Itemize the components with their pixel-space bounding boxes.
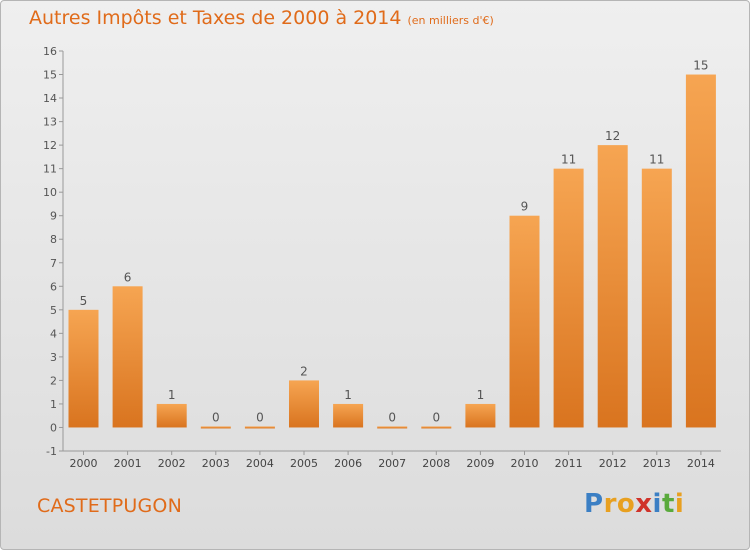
bar	[597, 145, 628, 428]
bar	[156, 403, 187, 428]
x-tick-label: 2012	[599, 457, 627, 470]
bar-value-label: 11	[649, 153, 664, 167]
logo-letter: r	[603, 489, 617, 519]
x-tick-label: 2011	[555, 457, 583, 470]
chart-title-text: Autres Impôts et Taxes de 2000 à 2014	[29, 7, 402, 29]
y-tick-label: 10	[43, 186, 57, 199]
bar-value-label: 15	[693, 59, 708, 73]
x-tick-label: 2013	[643, 457, 671, 470]
bar	[421, 426, 452, 429]
x-tick-label: 2005	[290, 457, 318, 470]
logo-letter: i	[652, 489, 662, 519]
bar	[465, 403, 496, 428]
logo-letter: o	[616, 489, 636, 519]
bar-value-label: 1	[477, 388, 485, 402]
chart-subtitle: (en milliers d'€)	[407, 14, 494, 27]
bar	[68, 309, 99, 428]
y-tick-label: 3	[50, 351, 57, 364]
x-tick-label: 2014	[687, 457, 715, 470]
logo-letter: t	[661, 489, 675, 519]
y-tick-label: 14	[43, 92, 57, 105]
x-tick-label: 2006	[334, 457, 362, 470]
bar	[112, 286, 143, 428]
y-tick-label: 5	[50, 304, 57, 317]
y-tick-label: 2	[50, 374, 57, 387]
bar	[685, 74, 716, 428]
y-tick-label: 15	[43, 69, 57, 82]
y-tick-label: 9	[50, 210, 57, 223]
bar-value-label: 12	[605, 129, 620, 143]
x-tick-label: 2004	[246, 457, 274, 470]
bar	[200, 426, 231, 429]
y-tick-label: -1	[46, 445, 57, 458]
y-tick-label: 12	[43, 139, 57, 152]
x-tick-label: 2008	[422, 457, 450, 470]
bar-value-label: 5	[80, 294, 88, 308]
y-tick-label: 16	[43, 45, 57, 58]
y-tick-label: 11	[43, 163, 57, 176]
bar-value-label: 0	[212, 410, 220, 424]
commune-name: CASTETPUGON	[37, 495, 182, 517]
bar-value-label: 1	[168, 388, 176, 402]
logo-letter: P	[584, 489, 604, 519]
y-tick-label: 4	[50, 327, 57, 340]
x-tick-label: 2010	[511, 457, 539, 470]
bar	[244, 426, 275, 429]
bar	[641, 168, 672, 428]
y-tick-label: 0	[50, 421, 57, 434]
bar-value-label: 0	[388, 410, 396, 424]
x-tick-label: 2002	[158, 457, 186, 470]
x-tick-label: 2001	[114, 457, 142, 470]
bar-value-label: 1	[344, 388, 352, 402]
x-tick-label: 2000	[70, 457, 98, 470]
logo-letter: x	[635, 489, 653, 519]
x-tick-label: 2009	[466, 457, 494, 470]
bar-value-label: 6	[124, 270, 132, 284]
bar-value-label: 11	[561, 153, 576, 167]
y-tick-label: 7	[50, 257, 57, 270]
y-tick-label: 6	[50, 280, 57, 293]
x-tick-label: 2003	[202, 457, 230, 470]
proxiti-logo: Proxiti	[584, 489, 684, 519]
bar-value-label: 0	[256, 410, 264, 424]
bars: 5 6 1 0 0 2 1 0 0 1 9 11 12 11 15	[68, 59, 716, 429]
y-tick-label: 1	[50, 398, 57, 411]
y-tick-label: 13	[43, 116, 57, 129]
x-tick-label: 2007	[378, 457, 406, 470]
bar	[553, 168, 584, 428]
bar-value-label: 9	[521, 200, 529, 214]
bar-value-label: 0	[432, 410, 440, 424]
bar	[509, 215, 540, 428]
y-tick-label: 8	[50, 233, 57, 246]
chart-title: Autres Impôts et Taxes de 2000 à 2014 (en…	[29, 7, 494, 29]
bar-value-label: 2	[300, 364, 308, 378]
bar	[289, 380, 319, 428]
logo-letter: i	[674, 489, 685, 519]
bar	[377, 426, 408, 429]
bar	[333, 403, 364, 428]
